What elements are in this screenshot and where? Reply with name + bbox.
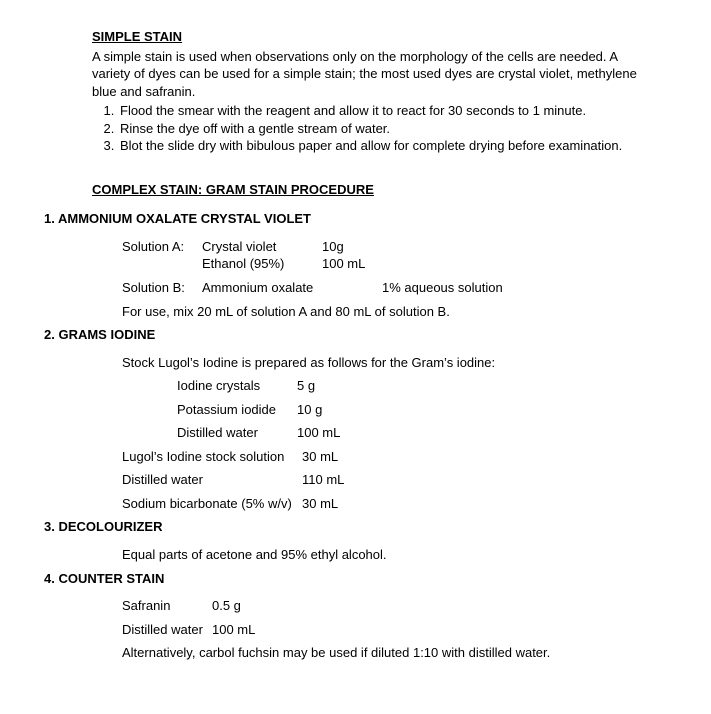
simple-step-2: Rinse the dye off with a gentle stream o… — [118, 120, 647, 138]
simple-step-3: Blot the slide dry with bibulous paper a… — [118, 137, 647, 155]
solution-mix-note: For use, mix 20 mL of solution A and 80 … — [122, 303, 450, 321]
cs-item-2: Distilled water — [122, 621, 212, 639]
solution-b-label: Solution B: — [122, 279, 202, 297]
gi-qty-4: 30 mL — [302, 448, 382, 466]
solution-b-item: Ammonium oxalate — [202, 279, 352, 297]
cs-qty-2: 100 mL — [212, 621, 292, 639]
section-4-heading: 4. COUNTER STAIN — [44, 570, 647, 588]
solution-a-item-2: Ethanol (95%) — [202, 255, 322, 273]
section-1-num: 1. — [44, 211, 55, 226]
document-page: SIMPLE STAIN A simple stain is used when… — [0, 0, 711, 714]
section-2-heading: 2. GRAMS IODINE — [44, 326, 647, 344]
section-3-title: DECOLOURIZER — [58, 519, 162, 534]
simple-stain-title: SIMPLE STAIN — [92, 28, 647, 46]
gi-qty-5: 110 mL — [302, 471, 382, 489]
section-2-title: GRAMS IODINE — [58, 327, 155, 342]
gi-item-3: Distilled water — [177, 424, 297, 442]
section-1-title: AMMONIUM OXALATE CRYSTAL VIOLET — [58, 211, 311, 226]
gi-item-2: Potassium iodide — [177, 401, 297, 419]
simple-stain-intro: A simple stain is used when observations… — [92, 48, 647, 101]
solution-a-qty-1: 10g — [322, 238, 402, 256]
cs-item-1: Safranin — [122, 597, 212, 615]
section-4-num: 4. — [44, 571, 55, 586]
grams-iodine-intro: Stock Lugol’s Iodine is prepared as foll… — [122, 354, 495, 372]
gi-qty-3: 100 mL — [297, 424, 377, 442]
gi-item-6: Sodium bicarbonate (5% w/v) — [122, 495, 302, 513]
counter-stain-alt: Alternatively, carbol fuchsin may be use… — [122, 644, 550, 662]
complex-stain-title: COMPLEX STAIN: GRAM STAIN PROCEDURE — [92, 181, 647, 199]
section-4-title: COUNTER STAIN — [58, 571, 164, 586]
gi-qty-1: 5 g — [297, 377, 377, 395]
solution-a-qty-2: 100 mL — [322, 255, 402, 273]
solution-a-label: Solution A: — [122, 238, 202, 256]
section-3-heading: 3. DECOLOURIZER — [44, 518, 647, 536]
simple-step-1: Flood the smear with the reagent and all… — [118, 102, 647, 120]
solution-b-qty: 1% aqueous solution — [382, 279, 503, 297]
gi-item-1: Iodine crystals — [177, 377, 297, 395]
gi-item-4: Lugol’s Iodine stock solution — [122, 448, 302, 466]
simple-stain-steps: Flood the smear with the reagent and all… — [92, 102, 647, 155]
section-1-heading: 1. AMMONIUM OXALATE CRYSTAL VIOLET — [44, 210, 647, 228]
section-3-num: 3. — [44, 519, 55, 534]
gi-item-5: Distilled water — [122, 471, 302, 489]
gi-qty-2: 10 g — [297, 401, 377, 419]
section-2-num: 2. — [44, 327, 55, 342]
cs-qty-1: 0.5 g — [212, 597, 292, 615]
decolourizer-text: Equal parts of acetone and 95% ethyl alc… — [122, 546, 387, 564]
gi-qty-6: 30 mL — [302, 495, 382, 513]
solution-a-item-1: Crystal violet — [202, 238, 322, 256]
